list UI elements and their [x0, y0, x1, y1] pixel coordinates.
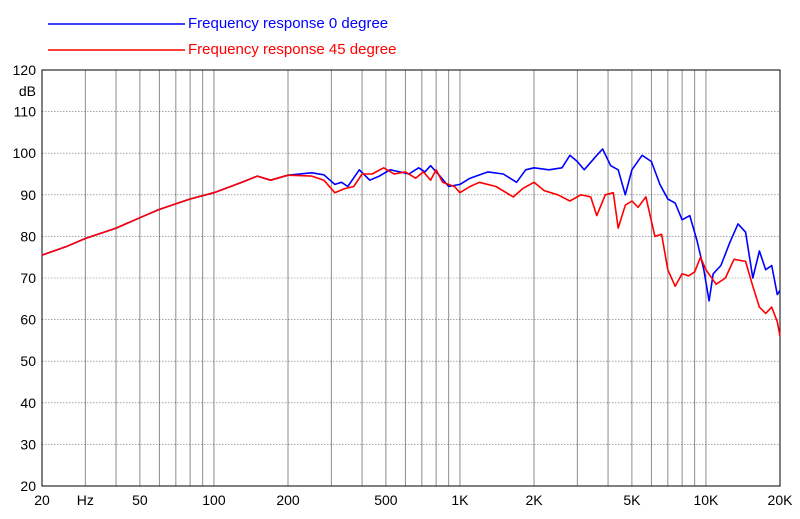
legend-entry-1: Frequency response 45 degree: [188, 41, 396, 58]
y-tick-label: 40: [20, 395, 36, 411]
y-tick-label: 110: [14, 104, 37, 120]
y-tick-label: 80: [20, 228, 36, 244]
y-tick-label: 90: [20, 187, 36, 203]
x-tick-label: 500: [374, 492, 398, 508]
x-tick-label: 200: [276, 492, 300, 508]
grid: [42, 70, 780, 486]
y-tick-label: 100: [13, 145, 37, 161]
y-axis-label: dB: [19, 83, 36, 99]
x-tick-label: 5K: [623, 492, 641, 508]
series-group: [41, 148, 781, 337]
legend: Frequency response 0 degree Frequency res…: [48, 15, 396, 58]
x-tick-label: Hz: [77, 492, 94, 508]
y-tick-label: 60: [20, 312, 36, 328]
y-tick-labels: 20 30 40 50 60 70 80 90 100 110 120: [13, 62, 37, 494]
x-tick-label: 2K: [525, 492, 543, 508]
x-tick-label: 20: [34, 492, 50, 508]
y-tick-label: 70: [20, 270, 36, 286]
plot-frame: [41, 69, 781, 487]
x-tick-label: 1K: [451, 492, 469, 508]
x-tick-labels: 20 Hz 50 100 200 500 1K 2K 5K 10K 20K: [34, 492, 793, 508]
x-tick-label: 20K: [768, 492, 794, 508]
legend-entry-0: Frequency response 0 degree: [188, 15, 388, 32]
y-tick-label: 50: [20, 353, 36, 369]
x-tick-label: 100: [202, 492, 226, 508]
series-line-1: [41, 167, 781, 337]
x-tick-label: 10K: [693, 492, 719, 508]
y-tick-label: 20: [20, 478, 36, 494]
y-tick-label: 30: [20, 436, 36, 452]
y-tick-label: 120: [13, 62, 37, 78]
x-tick-label: 50: [132, 492, 148, 508]
